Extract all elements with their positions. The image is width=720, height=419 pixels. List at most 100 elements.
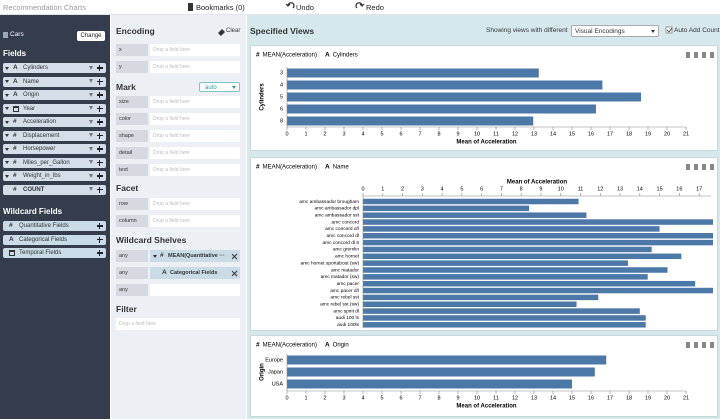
field-type-icon: # [160,252,164,259]
shelf-label: detail [116,147,148,159]
drop-zone[interactable]: Drop a field here [150,147,240,159]
field-pill[interactable] [3,157,106,168]
shelf-label: size [116,96,148,108]
shelf-label: x [116,44,148,56]
drop-zone[interactable]: Drop a field here [150,198,240,210]
filter-icon [89,65,93,70]
field-name: COUNT [23,186,45,193]
temporal-icon [13,105,19,112]
filter-icon [89,79,93,83]
caret-icon [5,93,9,97]
caret-icon [5,174,9,178]
wildcard-field-pill[interactable] [150,250,240,262]
field-name: Categorical Fields [19,236,68,243]
field-type-icon: # [13,185,17,193]
plus-icon [96,225,103,227]
field-type-icon: # [13,118,17,125]
section-title: Filter [116,304,137,314]
plus-icon [96,148,103,150]
plus-icon [96,134,103,137]
drop-zone[interactable]: Drop a field here [150,96,240,108]
caret-icon [5,66,9,70]
redo-button[interactable]: Redo [366,3,384,12]
drop-zone[interactable]: Drop a field here [150,164,240,176]
field-pill[interactable] [3,76,106,87]
field-name: Acceleration [23,119,57,125]
shelf-label: column [116,215,148,227]
fields-title: Fields [3,49,27,58]
drop-zone[interactable]: Drop a field here [150,215,240,227]
shelf-label: any [116,284,148,296]
section-title: Facet [116,183,139,193]
field-pill[interactable] [3,103,106,114]
section-title: Mark [116,82,136,92]
field-type-icon: A [162,269,167,276]
undo-button[interactable]: Undo [296,3,314,12]
field-name: Name [23,78,40,85]
caret-icon [5,120,9,124]
mark-select[interactable]: auto [199,82,240,92]
shelf-label: text [116,164,148,176]
filter-icon [89,187,93,191]
plus-icon [96,161,103,164]
drop-zone[interactable]: Drop a field here [150,113,240,125]
field-name: Categorical Fields [170,270,218,276]
clear-button[interactable]: Clear [226,28,241,34]
change-button[interactable]: Change [77,31,105,41]
filter-icon [89,173,93,178]
wildcard-field-pill[interactable] [150,267,240,279]
field-name: Cylinders [23,65,49,71]
views-select[interactable]: Visual Encodings [571,25,659,37]
field-type-icon: # [9,222,13,229]
filter-icon [89,160,93,164]
plus-icon [96,107,103,110]
caret-icon [5,134,9,137]
wildcard-pill[interactable] [3,234,106,245]
field-pill[interactable] [3,90,106,100]
chart-card [250,335,718,417]
drop-zone[interactable]: Drop a field here [150,130,240,142]
field-name: Temporal Fields [19,250,62,256]
field-type-icon: A [13,77,18,85]
plus-icon [96,67,103,69]
wildcard-title: Wildcard Fields [3,207,63,216]
field-name: MEAN(Quantitative ··· [168,253,225,259]
field-pill[interactable] [3,171,106,181]
field-type-icon: A [9,235,14,243]
chart-card [250,45,718,151]
wildcard-pill[interactable] [3,248,106,258]
bookmarks-button[interactable]: Bookmarks (0) [196,3,245,12]
field-type-icon: # [13,131,17,139]
filter-icon [89,92,93,97]
plus-icon [96,94,103,96]
field-name: Miles_per_Gallon [23,159,70,166]
filter-icon [89,133,93,137]
field-name: Displacement [23,132,60,139]
field-pill[interactable] [3,63,106,73]
drop-zone[interactable]: Drop a field here [150,61,240,73]
drop-zone[interactable] [150,284,240,296]
field-pill[interactable] [3,117,106,127]
field-name: Year [23,105,36,112]
drop-zone[interactable]: Drop a field here [150,44,240,56]
caret-icon [651,30,655,33]
field-name: Horsepower [23,146,56,152]
temporal-icon [9,250,15,256]
plus-icon [96,238,103,241]
field-pill[interactable] [3,144,106,154]
caret-icon [153,254,157,258]
field-pill[interactable] [3,130,106,141]
shelf-label: shape [116,130,148,142]
auto-add-label[interactable]: Auto Add Count [674,27,720,34]
chart-card [250,157,718,331]
section-title: Encoding [116,26,155,36]
drop-zone[interactable]: Drop a field here [116,318,240,330]
field-pill[interactable] [3,184,106,195]
field-name: Origin [23,92,40,98]
caret-icon [5,161,9,164]
filter-icon [89,119,93,124]
wildcard-pill[interactable] [3,221,106,231]
filter-icon [89,106,93,110]
shelf-label: y [116,61,148,73]
